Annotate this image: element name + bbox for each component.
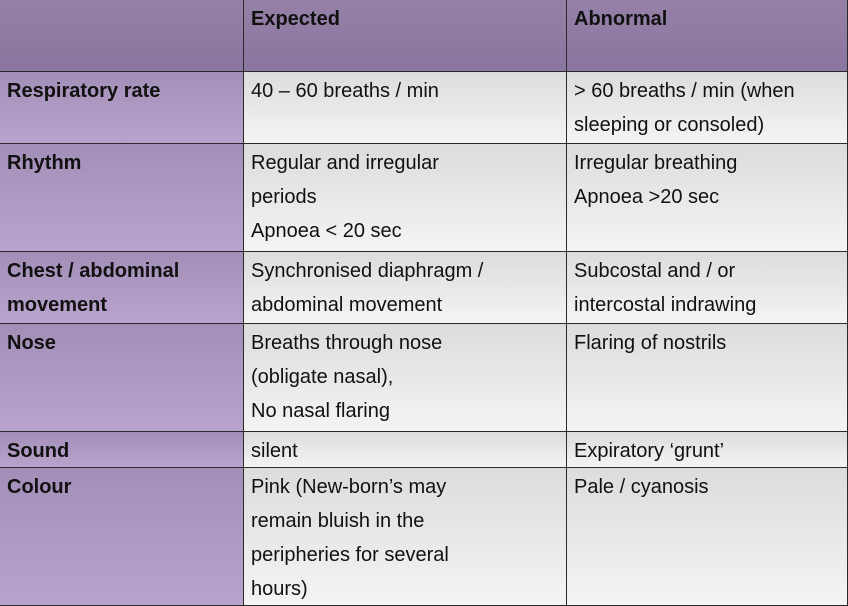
expected-cell: silent [244,432,567,468]
cell-text: Abnormal [574,8,668,30]
cell-text: Colour [7,476,72,498]
row-label-cell: Chest / abdominal movement [0,252,244,324]
abnormal-cell: Subcostal and / or intercostal indrawing [567,252,848,324]
cell-text: Apnoea < 20 sec [251,220,402,242]
row-label-cell: Respiratory rate [0,72,244,144]
cell-text: Pale / cyanosis [574,476,709,498]
cell-text: hours) [251,578,308,600]
header-blank-cell [0,0,244,72]
row-label-cell: Colour [0,468,244,606]
cell-text: movement [7,294,108,316]
row-label-cell: Sound [0,432,244,468]
cell-text: Respiratory rate [7,80,161,102]
cell-text: Rhythm [7,152,82,174]
cell-text: silent [251,440,298,462]
expected-cell: 40 – 60 breaths / min [244,72,567,144]
cell-text: Irregular breathing [574,152,738,174]
cell-text: Expiratory ‘grunt’ [574,440,725,462]
cell-text: Regular and irregular [251,152,439,174]
cell-text: abdominal movement [251,294,443,316]
cell-text: Chest / abdominal [7,260,180,282]
cell-text: Expected [251,8,340,30]
abnormal-cell: Flaring of nostrils [567,324,848,432]
cell-text: No nasal flaring [251,400,390,422]
cell-text: periods [251,186,317,208]
abnormal-cell: Irregular breathing Apnoea >20 sec [567,144,848,252]
expected-cell: Breaths through nose (obligate nasal), No … [244,324,567,432]
cell-text: 40 – 60 breaths / min [251,80,439,102]
row-label-cell: Nose [0,324,244,432]
expected-cell: Synchronised diaphragm / abdominal moveme… [244,252,567,324]
cell-text: Flaring of nostrils [574,332,727,354]
cell-text: sleeping or consoled) [574,114,765,136]
cell-text: > 60 breaths / min (when [574,80,795,102]
cell-text: (obligate nasal), [251,366,394,388]
header-cell: Expected [244,0,567,72]
expected-cell: Pink (New-born’s may remain bluish in the… [244,468,567,606]
cell-text: peripheries for several [251,544,449,566]
abnormal-cell: > 60 breaths / min (when sleeping or cons… [567,72,848,144]
cell-text: Breaths through nose [251,332,443,354]
abnormal-cell: Expiratory ‘grunt’ [567,432,848,468]
expected-cell: Regular and irregular periods Apnoea < 20 … [244,144,567,252]
cell-text: Subcostal and / or [574,260,736,282]
row-label-cell: Rhythm [0,144,244,252]
cell-text: Apnoea >20 sec [574,186,720,208]
cell-text: intercostal indrawing [574,294,757,316]
cell-text: remain bluish in the [251,510,425,532]
header-cell: Abnormal [567,0,848,72]
cell-text: Synchronised diaphragm / [251,260,484,282]
abnormal-cell: Pale / cyanosis [567,468,848,606]
cell-text: Pink (New-born’s may [251,476,447,498]
cell-text: Nose [7,332,56,354]
cell-text: Sound [7,440,70,462]
